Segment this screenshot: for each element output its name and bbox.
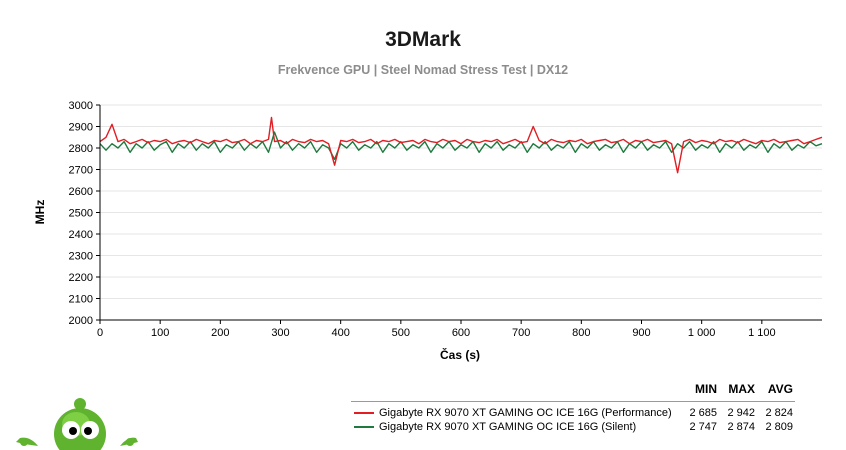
x-tick-label: 0 (97, 327, 103, 339)
legend-swatch-silent (354, 426, 374, 428)
y-tick-label: 3000 (69, 100, 93, 112)
legend-max-silent: 2 874 (727, 421, 755, 433)
x-tick-label: 1 100 (748, 327, 776, 339)
x-tick-label: 400 (331, 327, 349, 339)
legend-label-silent: Gigabyte RX 9070 XT GAMING OC ICE 16G (S… (379, 421, 637, 433)
legend-row-performance: Gigabyte RX 9070 XT GAMING OC ICE 16G (P… (351, 406, 795, 420)
y-tick-label: 2200 (69, 272, 93, 284)
legend-col-max: MAX (728, 382, 755, 396)
legend-min-silent: 2 747 (689, 421, 717, 433)
y-tick-label: 2000 (69, 315, 93, 327)
x-tick-label: 600 (452, 327, 470, 339)
legend-col-avg: AVG (767, 382, 793, 396)
x-tick-label: 500 (392, 327, 410, 339)
legend-swatch-performance (354, 412, 374, 414)
chart-subtitle: Frekvence GPU | Steel Nomad Stress Test … (277, 63, 569, 77)
series-layer (99, 116, 823, 174)
y-tick-label: 2700 (69, 165, 93, 177)
y-tick-label: 2500 (69, 208, 93, 220)
y-tick-label: 2800 (69, 143, 93, 155)
series-line-performance (99, 116, 823, 174)
legend: MIN MAX AVG Gigabyte RX 9070 XT GAMING O… (351, 381, 795, 434)
y-tick-label: 2400 (69, 229, 93, 241)
chart-title: 3DMark (385, 28, 461, 51)
legend-divider (351, 401, 795, 402)
x-tick-label: 100 (151, 327, 169, 339)
legend-label-performance: Gigabyte RX 9070 XT GAMING OC ICE 16G (P… (379, 407, 672, 419)
legend-row-silent: Gigabyte RX 9070 XT GAMING OC ICE 16G (S… (351, 420, 795, 434)
x-tick-label: 900 (632, 327, 650, 339)
x-axis-title: Čas (s) (440, 347, 480, 362)
y-tick-label: 2100 (69, 294, 93, 306)
x-tick-label: 1 000 (688, 327, 716, 339)
x-tick-label: 800 (572, 327, 590, 339)
mascot-logo (16, 398, 138, 450)
y-axis-title: MHz (33, 200, 47, 225)
y-tick-label: 2300 (69, 251, 93, 263)
x-tick-label: 700 (512, 327, 530, 339)
axes: 2000210022002300240025002600270028002900… (69, 100, 822, 339)
x-tick-label: 200 (211, 327, 229, 339)
grid-lines (100, 104, 822, 299)
x-tick-label: 300 (271, 327, 289, 339)
legend-min-performance: 2 685 (689, 407, 717, 419)
legend-header: MIN MAX AVG (351, 381, 795, 397)
y-tick-label: 2600 (69, 186, 93, 198)
series-line-silent (99, 131, 823, 161)
legend-max-performance: 2 942 (727, 407, 755, 419)
legend-avg-performance: 2 824 (765, 407, 793, 419)
legend-avg-silent: 2 809 (765, 421, 793, 433)
y-tick-label: 2900 (69, 122, 93, 134)
legend-col-min: MIN (695, 382, 717, 396)
